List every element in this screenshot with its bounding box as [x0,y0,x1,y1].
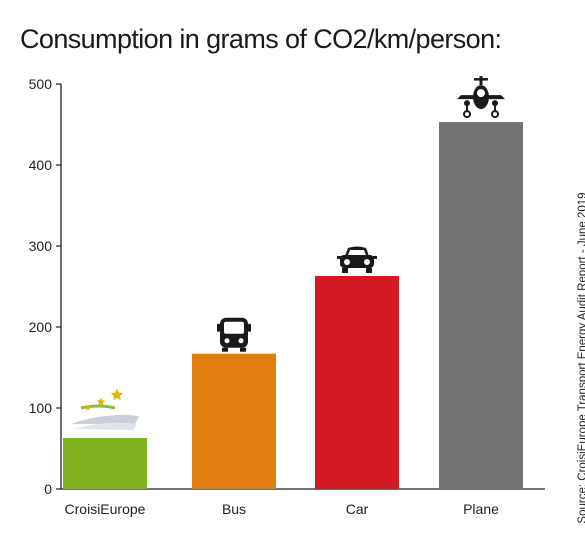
bar-plane [439,122,523,489]
y-tick-label: 100 [29,400,53,416]
chart-title: Consumption in grams of CO2/km/person: [20,24,502,54]
y-tick-label: 300 [29,238,53,254]
plane-icon [457,76,505,119]
bar-car [315,275,399,489]
x-labels: CroisiEurope Bus Car Plane [65,501,500,517]
bar-icons [71,76,505,430]
car-icon [337,246,377,273]
bar-croisieurope [63,437,147,489]
y-tick-label: 200 [29,319,53,335]
bar-bus [192,353,276,489]
x-tick-label: CroisiEurope [65,501,146,517]
x-tick-label: Bus [222,501,246,517]
y-tick-label: 0 [44,481,52,497]
y-ticks: 0 100 200 300 400 500 [29,76,61,497]
y-tick-label: 500 [29,76,53,92]
cruise-ship-icon [71,388,139,430]
bus-icon [217,317,251,352]
bars [63,122,523,489]
source-note: Source: CroisiEurope Transport Energy Au… [577,192,585,524]
x-tick-label: Plane [463,501,499,517]
x-tick-label: Car [346,501,369,517]
y-tick-label: 400 [29,157,53,173]
